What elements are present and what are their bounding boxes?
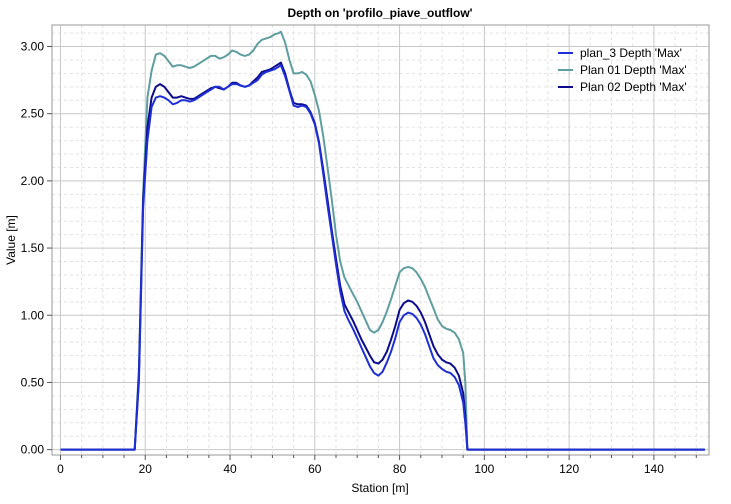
legend-label-plan_01: Plan 01 Depth 'Max' <box>580 63 687 77</box>
series-layer <box>60 30 705 451</box>
series-line-plan_3 <box>60 64 705 451</box>
grid-minor <box>52 25 709 455</box>
x-tick-label: 60 <box>308 462 322 476</box>
legend-label-plan_3: plan_3 Depth 'Max' <box>580 46 682 60</box>
legend-label-plan_02: Plan 02 Depth 'Max' <box>580 80 687 94</box>
y-tick-label: 1.50 <box>21 241 45 255</box>
x-tick-label: 80 <box>393 462 407 476</box>
y-tick-label: 2.50 <box>21 107 45 121</box>
y-tick-label: 0.50 <box>21 375 45 389</box>
legend: plan_3 Depth 'Max' Plan 01 Depth 'Max' Pla… <box>558 46 687 94</box>
y-tick-label: 1.00 <box>21 308 45 322</box>
x-tick-label: 0 <box>57 462 64 476</box>
chart-title: Depth on 'profilo_piave_outflow' <box>287 6 472 20</box>
x-tick-label: 120 <box>559 462 579 476</box>
x-tick-label: 40 <box>223 462 237 476</box>
y-axis-label: Value [m] <box>4 215 18 265</box>
plot-frame <box>51 24 710 456</box>
series-line-plan_01 <box>60 30 705 451</box>
y-axis-ticks: 0.00 0.50 1.00 1.50 2.00 2.50 3.00 <box>21 40 52 457</box>
y-tick-label: 3.00 <box>21 40 45 54</box>
x-axis-ticks: 0 20 40 60 80 100 120 140 <box>57 455 697 476</box>
x-tick-label: 100 <box>474 462 494 476</box>
x-tick-label: 140 <box>644 462 664 476</box>
y-tick-label: 0.00 <box>21 443 45 457</box>
x-axis-label: Station [m] <box>351 481 408 495</box>
x-tick-label: 20 <box>139 462 153 476</box>
y-tick-label: 2.00 <box>21 174 45 188</box>
